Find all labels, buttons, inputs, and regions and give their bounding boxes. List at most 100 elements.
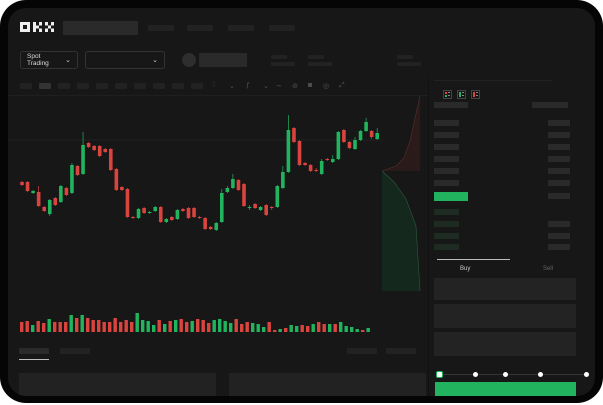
candle-type-icon[interactable]: ⫶⫶ bbox=[212, 82, 216, 89]
filter-button[interactable] bbox=[347, 348, 377, 354]
filter-button[interactable] bbox=[386, 348, 416, 354]
candle[interactable] bbox=[303, 162, 307, 166]
ruler-icon[interactable]: ⊘ bbox=[292, 83, 298, 90]
candle[interactable] bbox=[186, 207, 191, 219]
candle[interactable] bbox=[103, 148, 108, 153]
candle[interactable] bbox=[242, 183, 246, 207]
candle[interactable] bbox=[109, 148, 113, 171]
candle[interactable] bbox=[59, 185, 63, 203]
timeframe-button[interactable] bbox=[77, 83, 89, 89]
nav-item[interactable] bbox=[269, 25, 295, 31]
amount-input[interactable] bbox=[434, 304, 576, 328]
candle[interactable] bbox=[264, 204, 268, 216]
chevron-down-icon[interactable]: ⌄ bbox=[229, 83, 235, 90]
candle[interactable] bbox=[125, 188, 130, 218]
candle[interactable] bbox=[292, 127, 296, 143]
candle[interactable] bbox=[208, 226, 213, 230]
candle[interactable] bbox=[64, 187, 69, 196]
candle[interactable] bbox=[236, 179, 241, 191]
indicator-icon[interactable]: ƒ bbox=[246, 82, 250, 89]
candle[interactable] bbox=[364, 118, 368, 132]
candle[interactable] bbox=[347, 141, 352, 149]
candle[interactable] bbox=[231, 174, 235, 189]
slider-handle[interactable] bbox=[436, 371, 443, 378]
candle[interactable] bbox=[214, 222, 219, 231]
candle[interactable] bbox=[120, 186, 124, 191]
candle[interactable] bbox=[269, 206, 274, 210]
candle[interactable] bbox=[81, 132, 85, 175]
search-bar[interactable] bbox=[63, 21, 138, 35]
candle[interactable] bbox=[147, 211, 152, 214]
slider-step-75[interactable] bbox=[538, 372, 543, 377]
candle[interactable] bbox=[220, 189, 224, 223]
tab-buy[interactable]: Buy bbox=[460, 266, 471, 272]
timeframe-button[interactable] bbox=[153, 83, 165, 89]
candle[interactable] bbox=[325, 158, 330, 161]
candle[interactable] bbox=[192, 207, 196, 218]
candle[interactable] bbox=[25, 181, 30, 192]
candle[interactable] bbox=[342, 129, 346, 143]
buy-button[interactable] bbox=[435, 382, 576, 396]
candle[interactable] bbox=[358, 130, 363, 141]
candle[interactable] bbox=[36, 186, 41, 207]
nav-item[interactable] bbox=[148, 25, 174, 31]
draw-line-icon[interactable]: ∼ bbox=[276, 83, 282, 90]
fullscreen-icon[interactable]: ⤢ bbox=[339, 82, 345, 89]
tab-sell[interactable]: Sell bbox=[543, 266, 554, 272]
timeframe-button[interactable] bbox=[96, 83, 108, 89]
candle[interactable] bbox=[286, 115, 291, 173]
candle[interactable] bbox=[153, 206, 157, 212]
candle[interactable] bbox=[20, 181, 24, 186]
candle[interactable] bbox=[131, 216, 135, 219]
candle[interactable] bbox=[70, 163, 74, 194]
timeframe-button[interactable] bbox=[172, 83, 184, 89]
timeframe-button[interactable] bbox=[115, 83, 127, 89]
orderbook-bids-icon[interactable] bbox=[457, 90, 466, 99]
orderbook-asks-icon[interactable] bbox=[471, 90, 480, 99]
candle[interactable] bbox=[158, 206, 163, 223]
nav-item[interactable] bbox=[228, 25, 254, 31]
chevron-down-icon[interactable]: ⌄ bbox=[263, 83, 269, 90]
candle[interactable] bbox=[175, 209, 180, 220]
candlestick-chart[interactable] bbox=[8, 96, 428, 336]
candle[interactable] bbox=[314, 168, 318, 172]
candle[interactable] bbox=[86, 142, 91, 148]
candle[interactable] bbox=[164, 218, 169, 223]
slider-step-100[interactable] bbox=[584, 372, 589, 377]
candle[interactable] bbox=[297, 140, 302, 166]
candle[interactable] bbox=[31, 190, 35, 194]
candle[interactable] bbox=[308, 164, 313, 172]
timeframe-button[interactable] bbox=[20, 83, 32, 89]
market-type-select[interactable]: Spot Trading ⌄ bbox=[20, 51, 78, 69]
candle[interactable] bbox=[353, 137, 357, 150]
candle[interactable] bbox=[281, 166, 285, 189]
slider-step-50[interactable] bbox=[503, 372, 508, 377]
tab-open-orders[interactable] bbox=[19, 348, 49, 354]
timeframe-button[interactable] bbox=[58, 83, 70, 89]
slider-step-25[interactable] bbox=[473, 372, 478, 377]
candle[interactable] bbox=[170, 216, 174, 221]
candle[interactable] bbox=[336, 131, 341, 160]
candle[interactable] bbox=[92, 145, 96, 151]
timeframe-button[interactable] bbox=[191, 83, 203, 89]
candle[interactable] bbox=[53, 197, 58, 206]
candle[interactable] bbox=[197, 216, 202, 219]
candle[interactable] bbox=[97, 145, 102, 157]
total-input[interactable] bbox=[434, 332, 576, 356]
candle[interactable] bbox=[258, 206, 263, 211]
timeframe-button[interactable] bbox=[134, 83, 146, 89]
candle[interactable] bbox=[275, 185, 280, 208]
timeframe-button[interactable] bbox=[39, 83, 51, 89]
price-input[interactable] bbox=[434, 278, 576, 300]
percent-slider[interactable] bbox=[440, 374, 588, 375]
candle[interactable] bbox=[253, 203, 257, 209]
candle[interactable] bbox=[331, 155, 335, 163]
candle[interactable] bbox=[375, 128, 379, 140]
candle[interactable] bbox=[247, 205, 252, 210]
camera-icon[interactable]: ◙ bbox=[308, 82, 313, 89]
candle[interactable] bbox=[75, 165, 80, 176]
candle[interactable] bbox=[47, 199, 52, 216]
candle[interactable] bbox=[203, 217, 207, 230]
nav-item[interactable] bbox=[187, 25, 213, 31]
pair-select[interactable]: ⌄ bbox=[85, 51, 165, 69]
